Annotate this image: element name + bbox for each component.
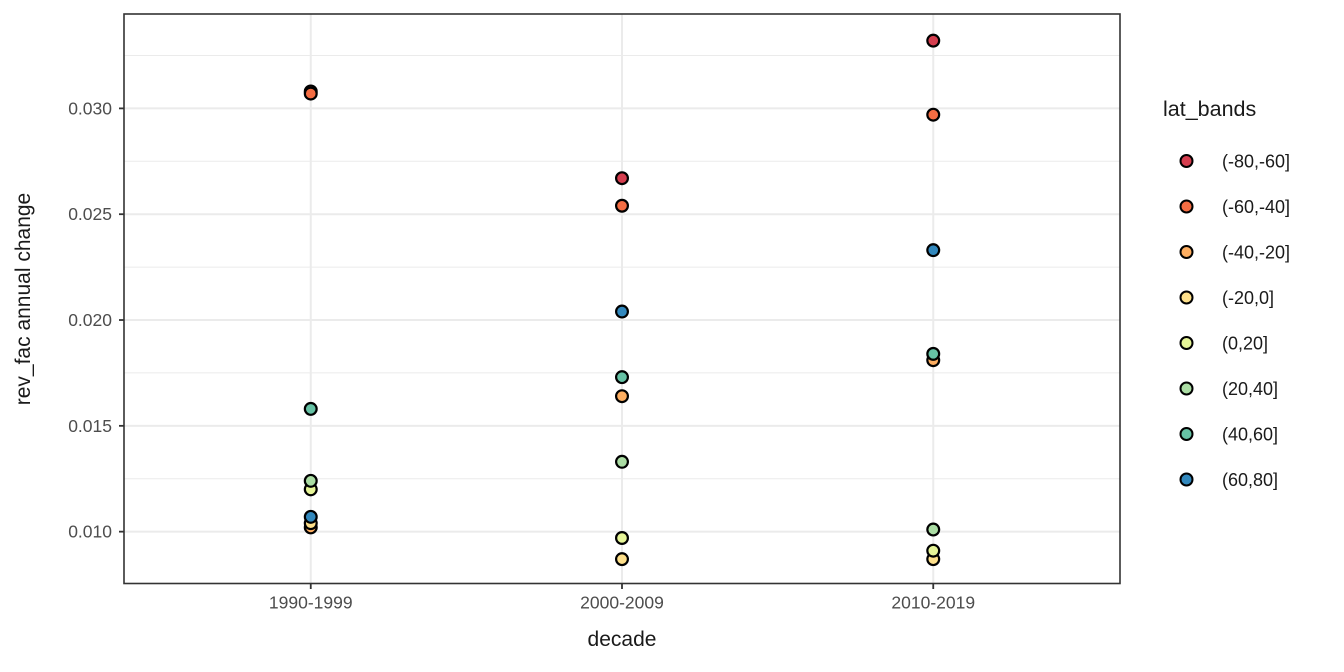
x-tick-label: 2010-2019 — [891, 593, 975, 613]
legend-key-icon — [1179, 245, 1194, 259]
legend-item-label: (40,60] — [1222, 425, 1278, 445]
legend-item-label: (-40,-20] — [1222, 243, 1290, 263]
legend-title: lat_bands — [1163, 97, 1257, 121]
legend-key-icon — [1179, 472, 1194, 487]
data-point — [926, 543, 941, 558]
data-point — [303, 86, 318, 101]
legend-item-label: (0,20] — [1222, 334, 1268, 354]
x-tick-label: 1990-1999 — [269, 593, 353, 613]
legend-key-icon — [1179, 427, 1194, 441]
legend-key-icon — [1179, 199, 1194, 214]
y-tick-label: 0.015 — [68, 416, 112, 436]
legend-item-label: (-80,-60] — [1222, 152, 1290, 172]
data-point — [614, 304, 629, 319]
data-point — [303, 401, 318, 416]
x-axis-title: decade — [587, 628, 657, 651]
data-point — [614, 171, 629, 186]
data-point — [926, 33, 941, 48]
legend-key-icon — [1179, 154, 1194, 168]
legend-item-label: (-20,0] — [1222, 288, 1274, 308]
data-point — [614, 530, 629, 545]
y-tick-label: 0.020 — [68, 310, 112, 330]
data-point — [614, 389, 629, 404]
data-point — [303, 509, 318, 524]
y-axis-title: rev_fac annual change — [12, 192, 35, 406]
data-point — [926, 107, 941, 122]
data-point — [614, 454, 629, 469]
x-tick-label: 2000-2009 — [580, 593, 664, 613]
data-point — [926, 243, 941, 258]
legend-key-icon — [1179, 336, 1194, 350]
data-point — [614, 198, 629, 213]
data-point — [926, 522, 941, 537]
y-tick-label: 0.025 — [68, 204, 112, 224]
data-point — [614, 552, 629, 567]
legend-key-icon — [1179, 381, 1194, 396]
data-point — [926, 346, 941, 361]
legend-item-label: (20,40] — [1222, 379, 1278, 399]
data-point — [614, 370, 629, 385]
legend-key-icon — [1179, 290, 1194, 305]
y-tick-label: 0.030 — [68, 98, 112, 118]
data-point — [303, 473, 318, 488]
legend-item-label: (60,80] — [1222, 470, 1278, 490]
y-tick-label: 0.010 — [68, 522, 112, 542]
legend-item-label: (-60,-40] — [1222, 197, 1290, 217]
